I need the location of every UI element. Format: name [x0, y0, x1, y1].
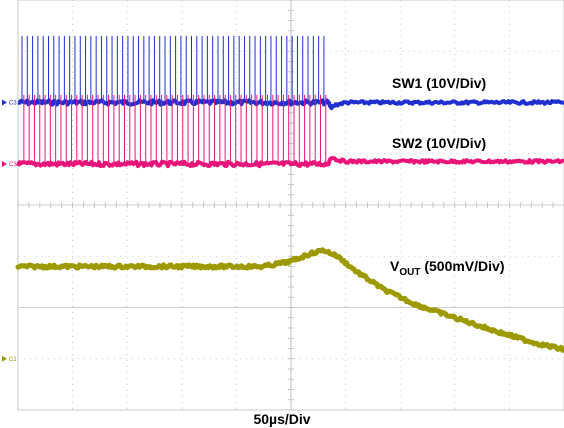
vout-label-subscript: OUT [399, 267, 420, 278]
sw2-trace-label: SW2 (10V/Div) [392, 135, 486, 151]
sw1-trace-label: SW1 (10V/Div) [392, 75, 486, 91]
sw1-channel-marker-arrow [2, 99, 7, 106]
sw2-channel-marker-arrow [2, 161, 7, 167]
trace-line [15, 247, 564, 353]
time-per-division-label: 50µs/Div [253, 411, 310, 427]
vout-channel-marker-arrow [2, 355, 7, 362]
sw1-trace [17, 35, 564, 111]
sw1-channel-marker-text: C3 [9, 101, 17, 107]
vout-trace [15, 247, 564, 353]
trace-layer [15, 35, 564, 353]
trace-baseline [16, 156, 564, 169]
graticule [17, 0, 564, 411]
sw2-channel-marker-text: C3 [9, 162, 17, 168]
channel-markers: C3 C3 C1 [2, 99, 17, 363]
vout-label-prefix: V [390, 258, 400, 274]
vout-label-suffix: (500mV/Div) [420, 258, 504, 274]
sw2-trace [16, 94, 564, 169]
vout-trace-label: VOUT (500mV/Div) [390, 258, 505, 278]
vout-channel-marker-text: C1 [9, 357, 17, 363]
